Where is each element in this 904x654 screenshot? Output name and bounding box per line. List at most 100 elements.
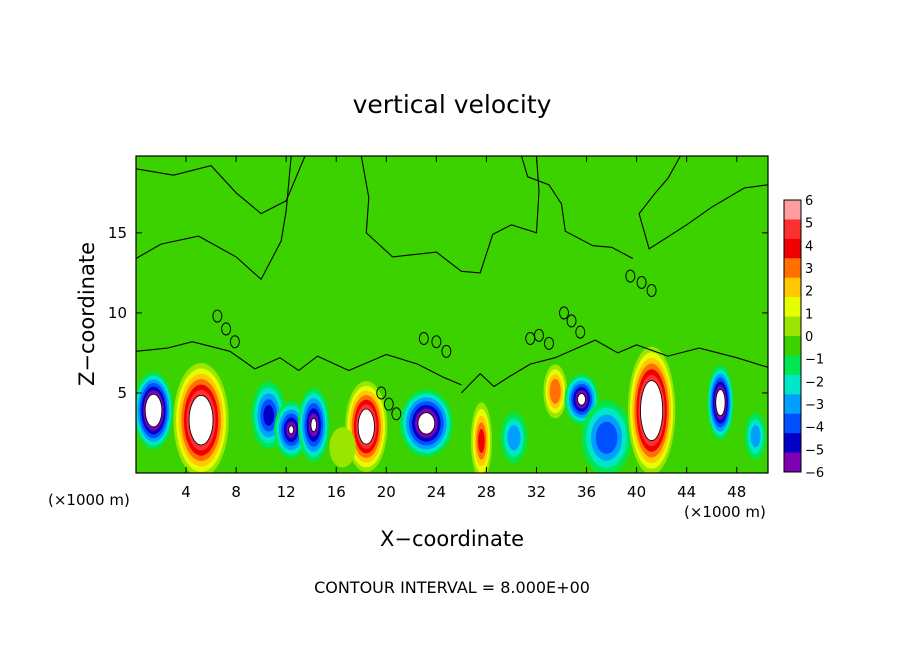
zero-contour-line [520, 155, 634, 259]
colorbar-label: −4 [805, 421, 824, 436]
saturated-core [417, 412, 436, 435]
contour-loop [441, 344, 452, 358]
colorbar-label: 6 [805, 194, 813, 209]
velocity-cell [470, 402, 492, 473]
contour-loop [636, 275, 647, 289]
colorbar-label: −2 [805, 375, 824, 390]
x-unit-right: (×1000 m) [684, 503, 766, 521]
x-tick-label: 48 [727, 483, 746, 501]
x-tick-label: 36 [577, 483, 596, 501]
contour-loop [391, 407, 402, 421]
contour-band [750, 425, 761, 448]
velocity-cell [173, 363, 229, 473]
y-tick-label: 5 [117, 384, 127, 402]
colorbar-label: 4 [805, 239, 813, 254]
colorbar-swatch [784, 452, 801, 473]
colorbar: 6 5 4 3 2 1 0 −1 −2 −3 −4 −5 −6 [783, 194, 824, 481]
colorbar-label: 1 [805, 307, 813, 322]
zero-contour-line [360, 155, 540, 274]
colorbar-swatch [784, 277, 801, 298]
contour-band [507, 425, 521, 451]
contour-loop [212, 309, 223, 323]
colorbar-label: 5 [805, 217, 813, 232]
velocity-cell [707, 365, 734, 440]
contour-lines [135, 155, 769, 421]
colorbar-label: 3 [805, 262, 813, 277]
saturated-core [357, 408, 375, 445]
velocity-cell [400, 389, 453, 457]
colorbar-swatch [784, 316, 801, 337]
colorbar-swatch [784, 297, 801, 318]
x-tick-label: 28 [477, 483, 496, 501]
colorbar-label: −6 [805, 466, 824, 481]
velocity-cell [543, 364, 568, 419]
x-tick-label: 4 [181, 483, 191, 501]
x-tick-label: 8 [231, 483, 241, 501]
contour-loop [646, 283, 657, 297]
contour-band [329, 427, 356, 468]
saturated-core [288, 425, 295, 435]
colorbar-swatch [784, 413, 801, 434]
colorbar-swatch [784, 219, 801, 240]
contour-loop [559, 306, 570, 320]
plot-area [135, 155, 769, 474]
contour-band [478, 428, 485, 453]
colorbar-label: −5 [805, 443, 824, 458]
velocity-cell [744, 412, 766, 460]
contour-loop [566, 314, 577, 328]
saturated-core [188, 394, 214, 446]
colorbar-swatch [784, 433, 801, 454]
colorbar-swatch [784, 336, 801, 356]
velocity-cell [329, 427, 356, 468]
velocity-cell [564, 374, 599, 425]
y-axis-ticks: 5 10 15 [108, 224, 768, 402]
zero-contour-line [461, 339, 769, 394]
colorbar-label: 2 [805, 285, 813, 300]
contour-band [549, 378, 561, 404]
x-tick-label: 24 [427, 483, 446, 501]
velocity-cell [136, 371, 174, 450]
contour-loop [229, 335, 240, 349]
colorbar-label: −1 [805, 353, 824, 368]
velocity-cell [500, 412, 528, 463]
contour-loop [383, 397, 394, 411]
x-unit-left: (×1000 m) [48, 491, 130, 509]
x-tick-label: 12 [277, 483, 296, 501]
velocity-cell [345, 381, 388, 472]
saturated-core [310, 417, 317, 432]
colorbar-label: −3 [805, 398, 824, 413]
x-axis-ticks: 4 8 12 16 20 24 28 32 36 40 44 48 [181, 156, 746, 501]
contour-loop [418, 332, 429, 346]
colorbar-swatch [784, 238, 801, 259]
colorbar-swatch [784, 374, 801, 395]
contour-loop [575, 325, 586, 339]
saturated-core [577, 393, 586, 406]
x-tick-label: 44 [677, 483, 696, 501]
saturated-core [640, 380, 664, 441]
y-tick-label: 15 [108, 224, 127, 242]
x-tick-label: 32 [527, 483, 546, 501]
contour-loop [543, 336, 554, 350]
contour-loop [221, 322, 232, 336]
zero-contour-line [135, 155, 306, 215]
saturated-core [715, 389, 726, 417]
x-tick-label: 40 [627, 483, 646, 501]
contour-band [263, 404, 274, 426]
velocity-cell [627, 346, 676, 473]
velocity-cell [297, 387, 330, 462]
contour-loop [533, 328, 544, 342]
y-tick-label: 10 [108, 304, 127, 322]
contour-loop [625, 269, 636, 283]
chart-title: vertical velocity [353, 90, 552, 119]
x-axis-label: X−coordinate [380, 527, 524, 551]
colorbar-swatch [784, 394, 801, 415]
colorbar-swatch [784, 355, 801, 376]
contour-band [595, 421, 618, 454]
contour-interval-note: CONTOUR INTERVAL = 8.000E+00 [314, 578, 590, 597]
velocity-field [136, 346, 766, 473]
plot-frame [135, 155, 769, 474]
zero-contour-line [638, 155, 769, 250]
colorbar-label: 0 [805, 330, 813, 345]
y-axis-label: Z−coordinate [75, 242, 99, 386]
